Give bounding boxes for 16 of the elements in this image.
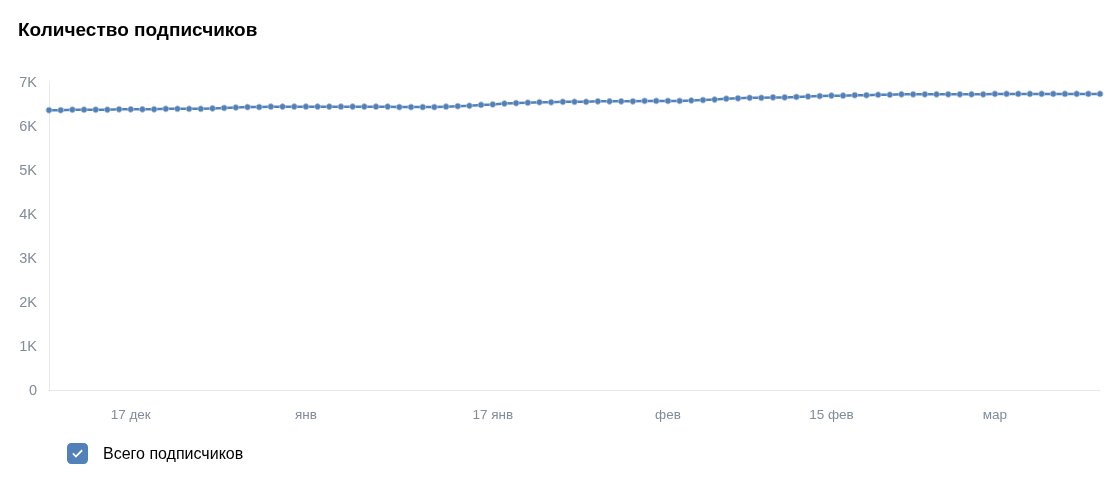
y-tick-label: 4K [19,206,38,222]
y-tick-label: 6K [19,118,38,134]
y-tick-label: 5K [19,162,38,178]
y-tick-label: 3K [19,250,38,266]
y-tick-label: 0 [28,382,37,398]
legend-label: Всего подписчиков [103,445,244,462]
x-tick-label: 17 дек [110,406,151,422]
x-tick-label: мар [982,406,1008,422]
x-tick-label: 15 фев [809,406,854,422]
chart-title: Количество подписчиков [18,19,258,40]
x-tick-label: янв [294,406,317,422]
x-tick-label: фев [655,406,681,422]
y-tick-label: 7K [19,74,38,90]
y-tick-label: 2K [19,294,38,310]
y-tick-label: 1K [19,338,38,354]
x-tick-label: 17 янв [472,406,514,422]
